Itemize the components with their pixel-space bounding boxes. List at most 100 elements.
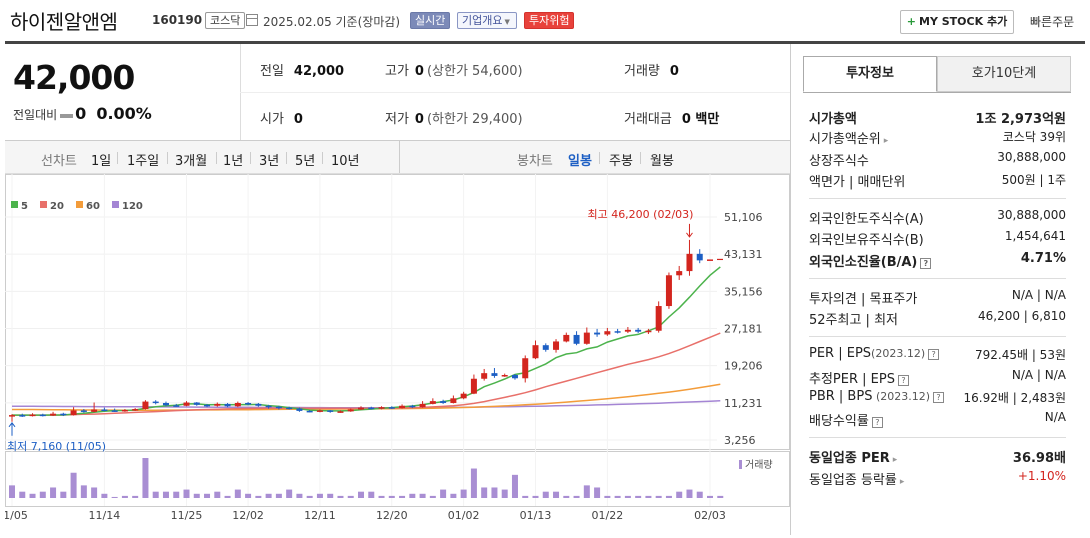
help-icon[interactable]: ?	[928, 349, 940, 360]
info-group-divider	[809, 278, 1066, 279]
candle-weekly-button[interactable]: 주봉	[609, 154, 633, 169]
x-tick-label: 11/05	[5, 509, 28, 522]
volume-bar	[573, 495, 580, 498]
flat-change-icon	[60, 113, 74, 118]
realtime-badge[interactable]: 실시간	[410, 12, 451, 29]
line-chart-label: 선차트	[41, 154, 77, 169]
candle-monthly-button[interactable]: 월봉	[650, 154, 674, 169]
x-tick-label: 02/03	[694, 509, 726, 522]
volume-bar	[470, 468, 477, 498]
candle-body	[265, 405, 272, 408]
period-5y-button[interactable]: 5년	[295, 154, 316, 169]
info-key: 동일업종 등락률 ▸	[809, 473, 905, 488]
price-box: 42,000 전일대비 0 0.00%	[5, 44, 241, 140]
x-tick-label: 11/14	[89, 509, 121, 522]
period-1y-button[interactable]: 1년	[223, 154, 244, 169]
help-icon[interactable]: ?	[933, 392, 945, 403]
info-value: N/A	[1044, 410, 1066, 424]
info-row[interactable]: 시가총액순위 ▸ 코스닥 39위	[809, 128, 1066, 148]
help-icon[interactable]: ?	[920, 258, 932, 269]
chevron-right-icon: ▸	[883, 136, 889, 146]
info-row[interactable]: 동일업종 PER ▸ 36.98배	[809, 447, 1066, 467]
info-row: 외국인한도주식수(A) 30,888,000	[809, 208, 1066, 228]
candle-body	[337, 411, 344, 413]
info-value: 30,888,000	[997, 150, 1066, 164]
info-row: 52주최고 | 최저 46,200 | 6,810	[809, 309, 1066, 329]
toolbar-sep	[216, 152, 217, 164]
info-key: 외국인보유주식수(B)	[809, 233, 924, 248]
volume-bar	[635, 495, 642, 498]
price-chart[interactable]: 51,106 43,131 35,156 27,181 19,206 11,231 3,25…	[0, 174, 790, 535]
y-tick-label: 3,256	[724, 434, 756, 447]
candle-body	[583, 332, 590, 344]
toolbar-sep	[250, 152, 251, 164]
info-row[interactable]: 동일업종 등락률 ▸ +1.10%	[809, 469, 1066, 489]
candle-body	[111, 410, 118, 412]
info-row: 상장주식수 30,888,000	[809, 150, 1066, 170]
x-tick-label: 12/02	[232, 509, 264, 522]
candle-body	[245, 402, 252, 405]
candle-body	[676, 271, 683, 276]
volume-bar	[399, 495, 406, 498]
candle-body	[594, 332, 601, 335]
calendar-icon	[246, 14, 258, 26]
volume-bar	[511, 474, 518, 498]
candle-body	[234, 402, 241, 407]
legend-label: 60	[86, 201, 100, 212]
info-row[interactable]: PBR | BPS (2023.12)? 16.92배 | 2,483원	[809, 389, 1066, 409]
low-arrow-icon	[8, 421, 16, 436]
candle-body	[327, 410, 334, 412]
volume-bar	[255, 495, 262, 498]
candle-body	[183, 402, 190, 406]
volume-bar	[665, 495, 672, 498]
legend-label: 120	[122, 201, 143, 212]
quick-order-link[interactable]: 빠른주문	[1030, 15, 1075, 29]
period-3m-button[interactable]: 3개월	[175, 154, 208, 169]
volume-bar	[296, 493, 303, 498]
candle-body	[440, 401, 447, 403]
high-annotation: 최고 46,200 (02/03)	[587, 208, 693, 221]
my-stock-add-button[interactable]: + MY STOCK 추가	[900, 10, 1014, 34]
candle-body	[429, 401, 436, 404]
volume-bar	[707, 495, 713, 498]
volume-bar	[142, 458, 149, 498]
chart-toolbar: 선차트 1일 1주일 3개월 1년 3년 5년 10년 봉차트 일봉 주봉 월봉	[5, 140, 790, 174]
volume-bar	[481, 487, 488, 498]
low-annotation: 최저 7,160 (11/05)	[7, 440, 106, 453]
candle-body	[162, 402, 169, 406]
candle-body	[286, 407, 293, 410]
help-icon[interactable]: ?	[871, 417, 883, 428]
volume-bar	[696, 491, 703, 498]
period-1w-button[interactable]: 1주일	[127, 154, 160, 169]
info-row[interactable]: 추정PER | EPS? N/A | N/A	[809, 368, 1066, 388]
volume-bar	[522, 495, 529, 498]
info-row[interactable]: PER | EPS(2023.12)? 792.45배 | 53원	[809, 346, 1066, 366]
tab-order-book[interactable]: 호가10단계	[937, 56, 1071, 92]
tab-investment-info[interactable]: 투자정보	[803, 56, 937, 92]
stat-open: 시가 0	[260, 112, 303, 127]
info-row[interactable]: 외국인소진율(B/A)? 4.71%	[809, 251, 1066, 271]
change-percent: 0.00%	[96, 104, 152, 123]
candle-daily-button[interactable]: 일봉	[568, 154, 592, 169]
candle-body	[142, 401, 149, 410]
info-key: 52주최고 | 최저	[809, 313, 898, 328]
help-icon[interactable]: ?	[897, 375, 909, 386]
stat-low: 저가 0 (하한가 29,400)	[385, 112, 523, 127]
info-value: 1,454,641	[1004, 229, 1066, 243]
change-value: 0	[75, 104, 87, 123]
volume-bar	[70, 472, 77, 498]
company-overview-dropdown[interactable]: 기업개요 ▼	[457, 12, 517, 29]
period-3y-button[interactable]: 3년	[259, 154, 280, 169]
period-1d-button[interactable]: 1일	[91, 154, 112, 169]
volume-bar	[245, 493, 252, 498]
info-row: 외국인보유주식수(B) 1,454,641	[809, 229, 1066, 249]
x-tick-label: 12/20	[376, 509, 408, 522]
period-10y-button[interactable]: 10년	[331, 154, 360, 169]
volume-bar	[337, 495, 344, 498]
x-tick-label: 01/13	[520, 509, 552, 522]
volume-bar	[265, 493, 272, 498]
volume-bar	[234, 489, 241, 498]
info-row[interactable]: 배당수익률? N/A	[809, 410, 1066, 430]
candle-body	[275, 406, 282, 409]
chevron-right-icon: ▸	[899, 477, 905, 487]
